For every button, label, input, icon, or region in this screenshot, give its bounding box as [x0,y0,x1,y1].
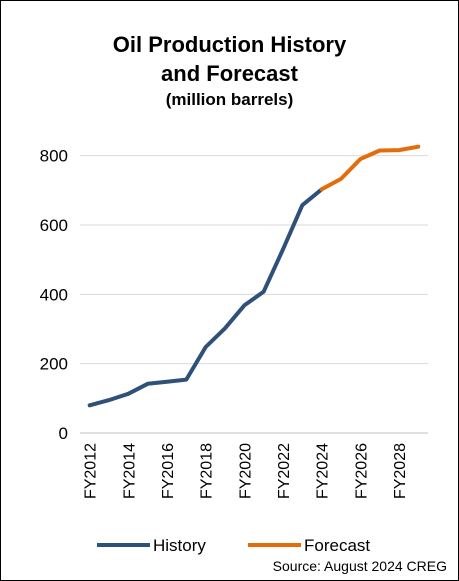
x-tick-label: FY2020 [237,443,254,499]
x-axis-ticks: FY2012 FY2014 FY2016 FY2018 FY2020 FY2022 FY20… [83,443,409,499]
y-tick-label: 400 [40,285,68,304]
x-tick-label: FY2018 [199,443,216,499]
gridlines [80,155,428,434]
x-tick-label: FY2016 [160,443,177,499]
series-lines [87,144,421,408]
x-tick-label: FY2028 [392,443,409,499]
y-tick-label: 600 [40,216,68,235]
legend: History Forecast [97,536,370,555]
chart-title-block: Oil Production History and Forecast (mil… [0,30,459,112]
chart-title-line-1: Oil Production History [112,32,347,57]
chart-subtitle: (million barrels) [165,90,294,109]
x-tick-label: FY2022 [276,443,293,499]
y-axis-ticks: 0 200 400 600 800 [40,147,68,443]
y-tick-label: 800 [40,147,68,166]
legend-forecast-label: Forecast [304,536,370,555]
x-tick-label: FY2012 [83,443,100,499]
legend-history-label: History [153,536,206,555]
y-tick-label: 200 [40,355,68,374]
x-tick-label: FY2014 [121,443,138,499]
x-tick-label: FY2026 [353,443,370,499]
y-tick-label: 0 [59,424,68,443]
series-line-history [87,187,324,408]
series-line-forecast [319,144,421,192]
source-note: Source: August 2024 CREG [272,558,447,574]
x-tick-label: FY2024 [315,443,332,499]
chart-title-line-2: and Forecast [161,61,298,86]
